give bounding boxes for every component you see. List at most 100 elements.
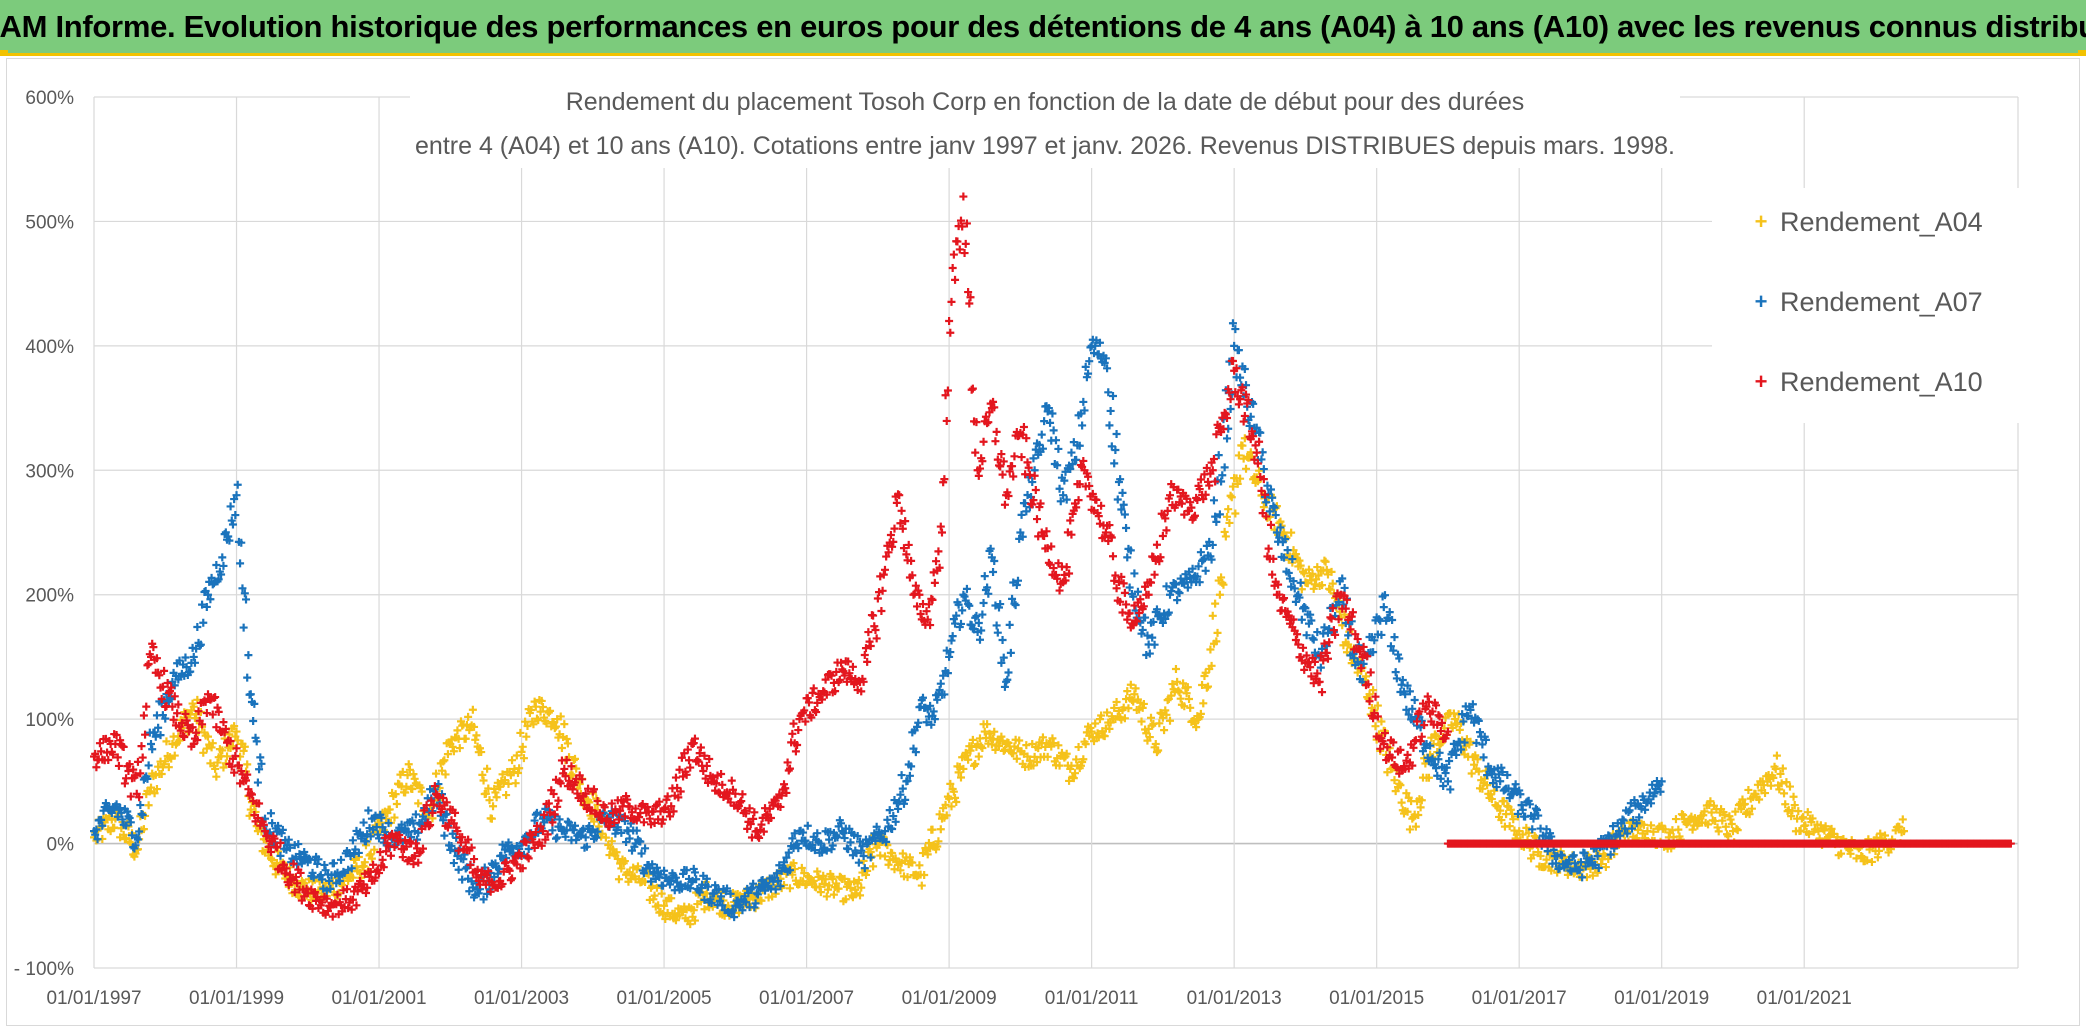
point-rendement-a04 [243,760,251,768]
x-tick-label: 01/01/2021 [1757,988,1852,1009]
point-rendement-a10 [1153,541,1161,549]
point-rendement-a04 [1124,704,1132,712]
point-rendement-a07 [804,822,812,830]
point-rendement-a10 [379,856,387,864]
point-rendement-a07 [1300,603,1308,611]
point-rendement-a10 [1056,587,1064,595]
point-rendement-a07 [1411,696,1419,704]
point-rendement-a04 [1715,827,1723,835]
chart-title-line-1: Rendement du placement Tosoh Corp en fon… [410,80,1680,124]
point-rendement-a10 [937,523,945,531]
point-rendement-a10 [863,658,871,666]
point-rendement-a04 [1224,505,1232,513]
point-rendement-a10 [945,317,953,325]
point-rendement-a07 [1399,676,1407,684]
point-rendement-a07 [1054,445,1062,453]
point-rendement-a04 [531,698,539,706]
point-rendement-a04 [1000,747,1008,755]
point-rendement-a07 [1001,683,1009,691]
point-rendement-a04 [478,771,486,779]
point-rendement-a10 [139,754,147,762]
point-rendement-a07 [317,871,325,879]
point-rendement-a07 [1173,596,1181,604]
point-rendement-a04 [1398,799,1406,807]
point-rendement-a07 [914,719,922,727]
point-rendement-a10 [869,612,877,620]
point-rendement-a10 [993,428,1001,436]
point-rendement-a07 [360,819,368,827]
point-rendement-a04 [1209,612,1217,620]
point-rendement-a07 [894,805,902,813]
point-rendement-a04 [488,815,496,823]
point-rendement-a04 [1172,665,1180,673]
point-rendement-a07 [993,621,1001,629]
y-tick-label: - 100% [14,959,74,980]
point-rendement-a10 [115,762,123,770]
point-rendement-a10 [959,193,967,201]
point-rendement-a10 [874,594,882,602]
point-rendement-a10 [1033,515,1041,523]
point-rendement-a07 [364,807,372,815]
y-tick-label: 200% [25,586,74,607]
point-rendement-a10 [968,386,976,394]
point-rendement-a10 [881,566,889,574]
point-rendement-a10 [792,747,800,755]
point-rendement-a04 [915,861,923,869]
chart-legend: + Rendement_A04 + Rendement_A07 + Rendem… [1712,188,2022,423]
point-rendement-a10 [728,777,736,785]
point-rendement-a07 [1007,649,1015,657]
legend-item-a04: + Rendement_A04 [1752,202,1983,242]
point-rendement-a07 [1223,434,1231,442]
point-rendement-a07 [1114,496,1122,504]
y-tick-label: 400% [25,337,74,358]
legend-label-a07: Rendement_A07 [1780,287,1983,318]
point-rendement-a04 [951,794,959,802]
point-rendement-a10 [140,711,148,719]
point-rendement-a07 [980,599,988,607]
point-rendement-a04 [519,743,527,751]
y-tick-label: 100% [25,710,74,731]
point-rendement-a07 [1298,616,1306,624]
point-rendement-a10 [697,743,705,751]
point-rendement-a10 [738,790,746,798]
point-rendement-a10 [971,449,979,457]
point-rendement-a10 [931,579,939,587]
point-rendement-a04 [1242,465,1250,473]
point-rendement-a07 [1472,739,1480,747]
point-rendement-a07 [242,595,250,603]
point-rendement-a10 [790,720,798,728]
x-tick-label: 01/01/2009 [902,988,997,1009]
point-rendement-a07 [193,623,201,631]
point-rendement-a10 [1121,589,1129,597]
legend-marker-a07: + [1752,289,1770,315]
point-rendement-a04 [1799,813,1807,821]
point-rendement-a07 [1050,426,1058,434]
point-rendement-a07 [1119,489,1127,497]
point-rendement-a10 [121,779,129,787]
point-rendement-a10 [686,764,694,772]
point-rendement-a10 [554,797,562,805]
point-rendement-a04 [502,791,510,799]
point-rendement-a07 [1390,633,1398,641]
point-rendement-a07 [1446,785,1454,793]
point-rendement-a07 [901,796,909,804]
point-rendement-a10 [124,767,132,775]
point-rendement-a07 [1532,805,1540,813]
point-rendement-a07 [1123,553,1131,561]
point-rendement-a10 [1010,452,1018,460]
point-rendement-a04 [564,739,572,747]
point-rendement-a07 [1570,851,1578,859]
legend-marker-a10: + [1752,369,1770,395]
point-rendement-a07 [267,809,275,817]
point-rendement-a10 [1109,552,1117,560]
point-rendement-a04 [1222,532,1230,540]
point-rendement-a10 [1060,571,1068,579]
point-rendement-a04 [1287,529,1295,537]
point-rendement-a07 [1006,621,1014,629]
point-rendement-a07 [981,572,989,580]
point-rendement-a07 [1380,603,1388,611]
point-rendement-a04 [1773,752,1781,760]
x-tick-label: 01/01/2001 [331,988,426,1009]
point-rendement-a04 [1022,741,1030,749]
point-rendement-a07 [1297,579,1305,587]
